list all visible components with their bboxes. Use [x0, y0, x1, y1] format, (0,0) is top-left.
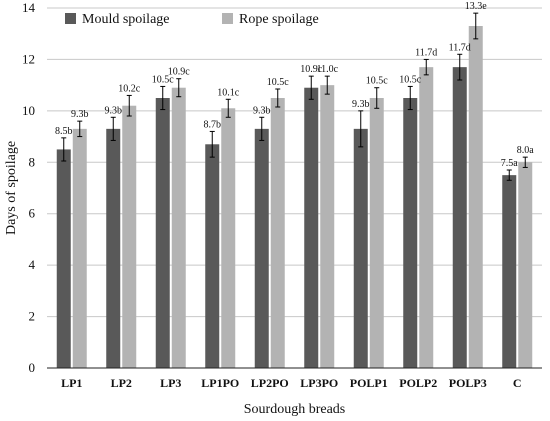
- data-label: 10.5c: [152, 74, 175, 85]
- x-category-label: C: [513, 376, 522, 390]
- x-category-label: LP2: [111, 376, 132, 390]
- x-axis-categories: LP1 LP2 LP3 LP1PO LP2PO LP3PO POLP1 POLP2 POLP3 C: [61, 376, 522, 390]
- data-label: 10.9c: [300, 64, 323, 75]
- bar-mould: [56, 149, 71, 368]
- data-label: 10.5c: [399, 74, 422, 85]
- data-label: 9.3b: [105, 105, 123, 116]
- data-label: 10.9c: [168, 67, 191, 78]
- data-label: 11.7d: [415, 47, 437, 58]
- bar-mould: [106, 128, 121, 368]
- legend-label-mould: Mould spoilage: [82, 12, 170, 27]
- bar-mould: [403, 98, 418, 368]
- y-tick-label: 6: [29, 206, 36, 221]
- x-category-label: LP3PO: [300, 376, 338, 390]
- data-label: 9.3b: [253, 105, 271, 116]
- bars: [56, 26, 533, 369]
- legend-swatch-rope: [222, 13, 233, 24]
- bar-mould: [452, 67, 467, 369]
- y-tick-label: 2: [29, 309, 36, 324]
- x-category-label: LP1PO: [201, 376, 239, 390]
- error-bar: [506, 169, 512, 181]
- bar-mould: [502, 175, 517, 368]
- y-tick-label: 4: [29, 257, 36, 272]
- data-label: 10.5c: [366, 76, 389, 87]
- legend-label-rope: Rope spoilage: [239, 12, 319, 27]
- y-tick-label: 10: [22, 103, 35, 118]
- bar-mould: [205, 144, 220, 368]
- data-label: 7.5a: [501, 158, 519, 169]
- bar-rope: [320, 85, 335, 369]
- data-label: 13.3e: [465, 1, 488, 12]
- data-label: 9.3b: [352, 99, 370, 110]
- error-bar: [77, 120, 83, 138]
- data-label: 11.7d: [449, 42, 471, 53]
- y-tick-label: 12: [22, 51, 35, 66]
- x-category-label: POLP1: [350, 376, 388, 390]
- error-bar: [110, 116, 116, 141]
- error-bar: [324, 75, 330, 95]
- error-bar: [457, 53, 463, 81]
- error-bar: [358, 110, 364, 148]
- x-category-label: LP3: [160, 376, 181, 390]
- x-category-label: LP2PO: [251, 376, 289, 390]
- bar-rope: [270, 98, 285, 368]
- data-label: 11.0c: [316, 64, 338, 75]
- error-bar: [374, 87, 380, 109]
- error-bar: [423, 58, 429, 76]
- error-bar: [176, 78, 182, 98]
- y-tick-label: 8: [29, 154, 36, 169]
- bar-mould: [254, 128, 269, 368]
- data-label: 10.2c: [118, 83, 141, 94]
- error-bar: [308, 75, 314, 100]
- bar-rope: [369, 98, 384, 368]
- bar-rope: [122, 105, 137, 368]
- bar-rope: [468, 26, 483, 368]
- data-labels: 8.5b9.3b 9.3b10.2c10.5c10.9c8.7b10.1c9.3b…: [55, 1, 534, 169]
- bar-mould: [304, 87, 319, 368]
- legend-swatch-mould: [65, 13, 76, 24]
- data-label: 10.5c: [267, 77, 290, 88]
- bar-rope: [419, 67, 434, 369]
- bar-mould: [155, 98, 170, 368]
- error-bar: [61, 137, 67, 162]
- error-bar: [275, 88, 281, 108]
- y-tick-label: 0: [29, 360, 36, 375]
- y-axis-ticks: 0 2 4 6 8 10 12 14: [22, 0, 36, 375]
- x-axis-title: Sourdough breads: [244, 402, 346, 417]
- legend: Mould spoilage Rope spoilage: [65, 12, 319, 27]
- x-category-label: LP1: [61, 376, 82, 390]
- bar-rope: [221, 108, 236, 369]
- x-category-label: POLP2: [399, 376, 437, 390]
- data-label: 8.7b: [204, 119, 222, 130]
- error-bar: [522, 156, 528, 168]
- x-category-label: POLP3: [449, 376, 487, 390]
- error-bars: [61, 12, 528, 181]
- error-bar: [160, 85, 166, 111]
- grid-lines: [47, 7, 542, 318]
- bar-rope: [171, 87, 186, 368]
- error-bar: [209, 130, 215, 158]
- data-label: 10.1c: [217, 87, 240, 98]
- y-tick-label: 14: [22, 0, 36, 15]
- error-bar: [126, 94, 132, 117]
- bar-rope: [518, 162, 533, 368]
- bar-rope: [72, 128, 87, 368]
- error-bar: [225, 98, 231, 118]
- data-label: 8.5b: [55, 126, 73, 137]
- data-label: 9.3b: [71, 109, 89, 120]
- error-bar: [407, 85, 413, 111]
- y-axis-title: Days of spoilage: [4, 141, 19, 235]
- bar-mould: [353, 128, 368, 368]
- error-bar: [259, 116, 265, 141]
- data-label: 8.0a: [517, 145, 535, 156]
- error-bar: [473, 12, 479, 40]
